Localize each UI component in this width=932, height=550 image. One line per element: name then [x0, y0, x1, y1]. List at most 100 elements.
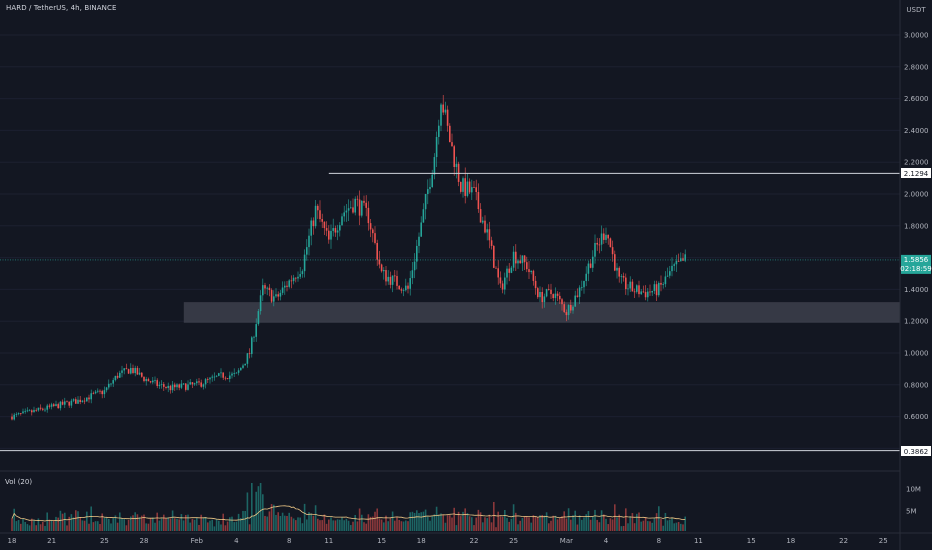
volume-bar: [616, 517, 618, 531]
candle-body: [132, 367, 134, 374]
volume-bar: [233, 522, 235, 531]
candle-body: [15, 414, 18, 415]
candle-body: [532, 270, 535, 281]
candle-body: [475, 187, 477, 193]
candle-body: [570, 305, 572, 311]
volume-bar: [59, 510, 62, 531]
candle-body: [556, 293, 559, 296]
candle-body: [537, 288, 539, 298]
volume-axis: 10M 5M: [906, 486, 921, 516]
volume-bar: [48, 519, 51, 531]
volume-bar: [383, 522, 385, 531]
volume-bar: [517, 524, 519, 531]
volume-bar: [299, 517, 301, 531]
volume-bar: [559, 518, 561, 531]
volume-bar: [237, 513, 240, 531]
volume-bar: [499, 516, 502, 531]
volume-bar: [647, 521, 649, 531]
candle-body: [457, 163, 460, 182]
volume-bar: [345, 518, 348, 531]
volume-bar: [114, 515, 117, 531]
candle-body: [66, 401, 68, 403]
volume-bar: [138, 517, 141, 531]
candle-body: [323, 221, 326, 229]
candle-body: [367, 207, 370, 224]
volume-bar: [163, 514, 165, 531]
volume-bar: [277, 512, 279, 531]
candle-body: [499, 277, 502, 284]
time-axis[interactable]: 18 21 25 28 Feb 4 8 11 15 18 22 25 Mar 4 8 11 15 18 22 25: [8, 537, 888, 545]
candle-body: [125, 368, 128, 370]
candle-body: [22, 411, 24, 414]
candle-body: [504, 277, 506, 290]
volume-bar: [334, 520, 337, 531]
candle-body: [163, 384, 165, 387]
candle-body: [154, 380, 156, 381]
candle-body: [281, 287, 284, 293]
volume-bar: [627, 523, 629, 531]
candle-body: [248, 353, 251, 355]
volume-bar: [127, 519, 130, 531]
candle-body: [429, 187, 431, 190]
volume-bar: [545, 512, 548, 531]
volume-bar: [222, 513, 224, 531]
volume-bar: [444, 522, 447, 531]
badge-top-line: 2.1294: [901, 168, 931, 178]
volume-bar: [286, 515, 288, 531]
candle-body: [396, 276, 398, 286]
volume-bar: [677, 521, 680, 531]
volume-bar: [554, 515, 557, 531]
candle-body: [270, 290, 273, 302]
candle-body: [660, 282, 662, 285]
price-candles: [11, 95, 686, 421]
x-tick-label: 25: [509, 537, 518, 545]
volume-bar: [466, 513, 469, 531]
candle-body: [380, 264, 383, 272]
volume-bar: [200, 514, 202, 531]
candle-body: [684, 254, 686, 261]
y-tick-label: 2.6000: [904, 95, 929, 103]
price-axis[interactable]: 3.0000 2.8000 2.6000 2.4000 2.2000 2.0000 1.80…: [904, 32, 929, 453]
volume-bar: [669, 519, 671, 531]
volume-bar: [640, 521, 642, 531]
candle-body: [26, 410, 29, 412]
candle-body: [39, 407, 42, 409]
candle-body: [158, 384, 161, 386]
candle-body: [647, 291, 649, 298]
volume-bar: [79, 517, 81, 531]
candle-body: [253, 336, 255, 338]
candle-body: [222, 372, 224, 378]
volume-bar: [33, 519, 35, 531]
volume-bars: [11, 483, 686, 531]
volume-bar: [270, 504, 273, 531]
volume-bar: [275, 514, 277, 531]
candle-body: [83, 400, 86, 402]
candle-body: [143, 376, 145, 382]
volume-bar: [132, 515, 134, 531]
volume-bar: [251, 483, 253, 531]
volume-bar: [204, 517, 207, 531]
candle-body: [53, 404, 55, 406]
candle-body: [259, 295, 262, 312]
volume-bar: [68, 516, 70, 531]
volume-bar: [130, 516, 132, 531]
y-tick-label: 2.8000: [904, 63, 929, 71]
candle-body: [607, 234, 609, 239]
candle-body: [418, 236, 420, 246]
volume-bar: [378, 518, 381, 531]
candle-body: [48, 405, 51, 407]
y-tick-label: 3.0000: [904, 32, 929, 40]
candle-body: [198, 381, 200, 383]
candle-body: [561, 299, 563, 305]
volume-bar: [196, 518, 198, 531]
candle-body: [246, 353, 249, 364]
candle-body: [35, 409, 37, 411]
x-tick-label: 11: [324, 537, 333, 545]
volume-bar: [55, 516, 57, 531]
volume-bar: [416, 510, 418, 531]
candle-body: [231, 373, 233, 376]
candle-body: [435, 136, 438, 158]
volume-bar: [332, 520, 334, 531]
volume-bar: [310, 513, 312, 531]
